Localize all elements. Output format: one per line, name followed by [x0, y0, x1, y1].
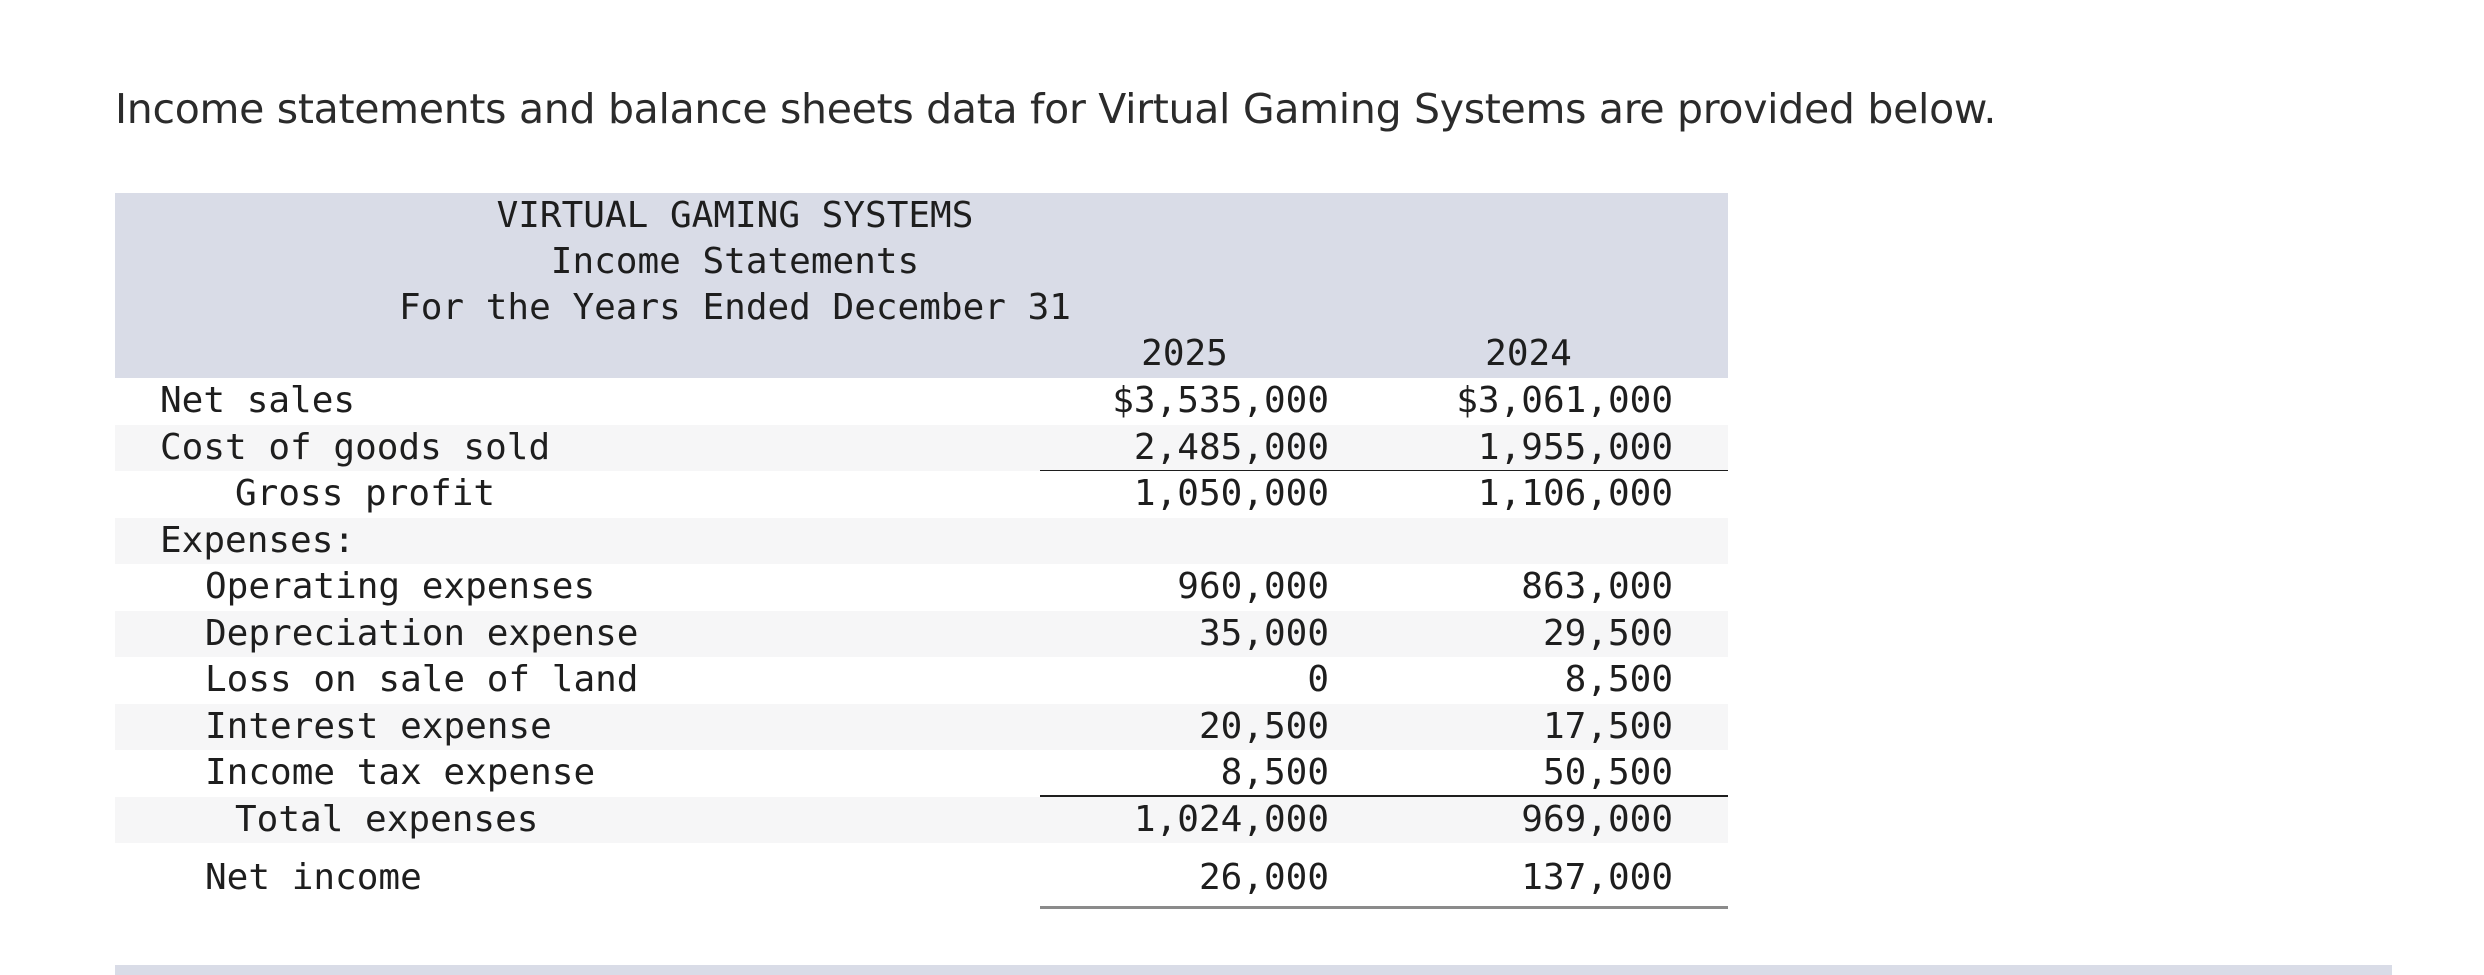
value-2025: 1,024,000 [1133, 798, 1329, 840]
row-label: Loss on sale of land [205, 659, 639, 700]
underline-rule [1040, 795, 1384, 797]
row-interest-expense: Interest expense 20,500 17,500 [115, 703, 1728, 750]
value-2024: 1,955,000 [1477, 426, 1673, 468]
row-income-tax-expense: Income tax expense 8,500 50,500 [115, 750, 1728, 797]
double-underline-rule [1384, 906, 1728, 909]
value-2024: 137,000 [1521, 857, 1673, 898]
statement-header: VIRTUAL GAMING SYSTEMS Income Statements… [115, 193, 1728, 378]
underline-rule [1040, 469, 1384, 472]
value-2025: 8,500 [1220, 752, 1329, 793]
row-label: Depreciation expense [205, 612, 639, 654]
value-2024: 969,000 [1521, 798, 1673, 840]
year-header-2025: 2025 [1141, 333, 1228, 374]
company-name: VIRTUAL GAMING SYSTEMS [496, 195, 974, 236]
value-2024: 17,500 [1542, 705, 1673, 747]
row-loss-on-sale-of-land: Loss on sale of land 0 8,500 [115, 657, 1728, 704]
row-gross-profit: Gross profit 1,050,000 1,106,000 [115, 471, 1728, 518]
intro-text: Income statements and balance sheets dat… [115, 85, 1997, 133]
value-2025: 1,050,000 [1133, 473, 1329, 514]
row-operating-expenses: Operating expenses 960,000 863,000 [115, 564, 1728, 611]
value-2025: 26,000 [1198, 857, 1329, 898]
value-2025: 20,500 [1198, 705, 1329, 747]
underline-rule [1384, 469, 1728, 472]
row-label: Cost of goods sold [160, 426, 551, 468]
row-net-income: Net income 26,000 137,000 [115, 843, 1728, 909]
row-net-sales: Net sales $3,535,000 $3,061,000 [115, 378, 1728, 425]
value-2024: 863,000 [1521, 566, 1673, 607]
income-statement-table: VIRTUAL GAMING SYSTEMS Income Statements… [115, 193, 1728, 909]
row-label: Gross profit [235, 473, 496, 514]
next-table-header-band [115, 965, 2392, 975]
value-2024: $3,061,000 [1456, 380, 1673, 421]
statement-title: Income Statements [550, 241, 920, 282]
value-2025: 0 [1307, 659, 1329, 700]
value-2024: 8,500 [1564, 659, 1673, 700]
row-label: Total expenses [235, 798, 539, 840]
value-2024: 50,500 [1542, 752, 1673, 793]
row-depreciation-expense: Depreciation expense 35,000 29,500 [115, 610, 1728, 657]
value-2024: 1,106,000 [1477, 473, 1673, 514]
row-label: Income tax expense [205, 752, 596, 793]
row-label: Expenses: [160, 519, 356, 561]
double-underline-rule [1040, 906, 1384, 909]
value-2025: 2,485,000 [1133, 426, 1329, 468]
year-header-2024: 2024 [1485, 333, 1572, 374]
row-label: Operating expenses [205, 566, 596, 607]
row-label: Net income [205, 857, 422, 898]
row-cost-of-goods-sold: Cost of goods sold 2,485,000 1,955,000 [115, 424, 1728, 472]
underline-rule [1384, 795, 1728, 797]
row-total-expenses: Total expenses 1,024,000 969,000 [115, 796, 1728, 845]
row-label: Net sales [160, 380, 356, 421]
value-2025: 960,000 [1177, 566, 1329, 607]
value-2024: 29,500 [1542, 612, 1673, 654]
row-label: Interest expense [205, 705, 552, 747]
row-expenses-heading: Expenses: [115, 517, 1728, 564]
value-2025: $3,535,000 [1112, 380, 1329, 421]
statement-period: For the Years Ended December 31 [399, 287, 1071, 328]
value-2025: 35,000 [1198, 612, 1329, 654]
